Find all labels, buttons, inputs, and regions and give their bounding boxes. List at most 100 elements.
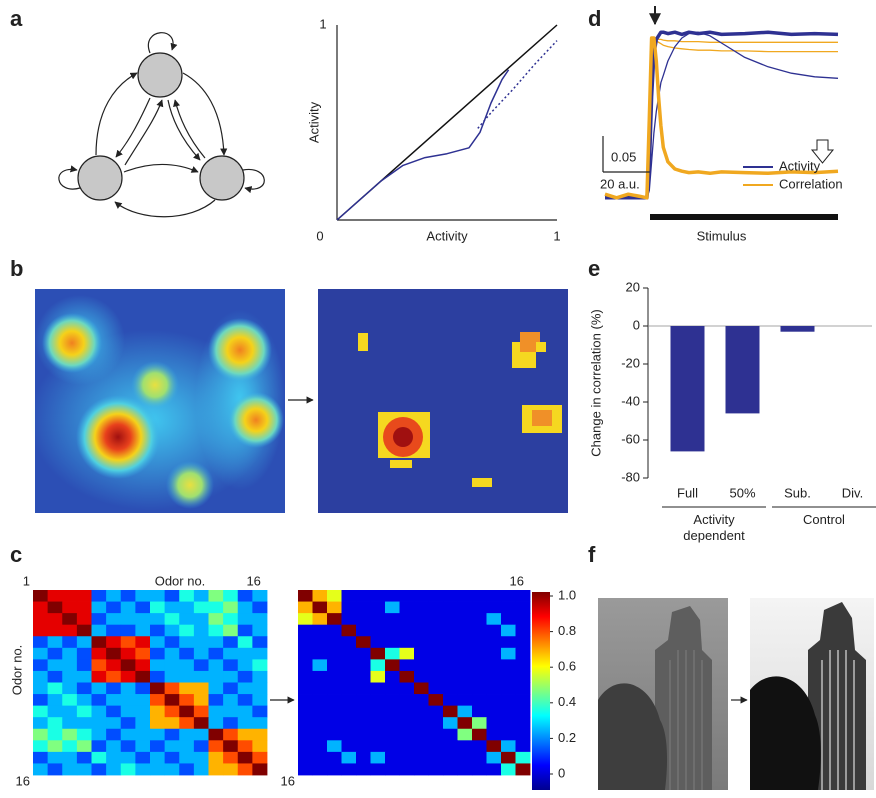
colorbar (532, 592, 550, 790)
heatmap-cell (501, 740, 516, 752)
heatmap-cell (92, 590, 107, 602)
heatmap-cell (179, 763, 194, 775)
heatmap-cell (121, 752, 136, 764)
heatmap-cell (135, 752, 150, 764)
heatmap-cell (62, 717, 77, 729)
heatmap-cell (92, 602, 107, 614)
heatmap-cell (135, 694, 150, 706)
heatmap-cell (429, 659, 444, 671)
heatmap-cell (121, 740, 136, 752)
heatmap-cell (385, 683, 400, 695)
heatmap-cell (487, 740, 502, 752)
heatmap-cell (62, 683, 77, 695)
heatmap-cell (106, 625, 121, 637)
heatmap-cell (252, 590, 267, 602)
y-axis-label: Change in correlation (%) (588, 309, 603, 456)
heatmap-cell (371, 740, 386, 752)
heatmap-cell (472, 752, 487, 764)
colorbar-tick-label: 0.8 (558, 623, 576, 638)
heatmap-cell (472, 590, 487, 602)
heatmap-cell (238, 706, 253, 718)
heatmap-cell (194, 694, 209, 706)
heatmap-cell (194, 590, 209, 602)
heatmap-cell (223, 602, 238, 614)
heatmap-cell (92, 763, 107, 775)
legend-label: Correlation (779, 176, 843, 191)
heatmap-cell (150, 729, 165, 741)
heatmap-cell (458, 636, 473, 648)
x-tick-label: Div. (842, 485, 863, 500)
heatmap-cell (223, 763, 238, 775)
heatmap-cell (179, 613, 194, 625)
heatmap-cell (385, 602, 400, 614)
heatmap-cell (48, 740, 63, 752)
heatmap-cell (209, 740, 224, 752)
heatmap-cell (298, 613, 313, 625)
heatmap-cell (209, 659, 224, 671)
heatmap-cell (135, 717, 150, 729)
heatmap-cell (327, 613, 342, 625)
heatmap-cell (106, 590, 121, 602)
heatmap-cell (106, 729, 121, 741)
heatmap-cell (121, 636, 136, 648)
heatmap-cell (400, 694, 415, 706)
heatmap-cell (77, 659, 92, 671)
heatmap-cell (135, 613, 150, 625)
heatmap-cell (106, 636, 121, 648)
heatmap-cell (209, 752, 224, 764)
heatmap-cell (33, 763, 48, 775)
heatmap-cell (501, 602, 516, 614)
heatmap-cell (385, 671, 400, 683)
bar (781, 326, 815, 332)
heatmap-cell (516, 717, 531, 729)
heatmap-cell (371, 625, 386, 637)
heatmap-cell (223, 729, 238, 741)
heatmap-cell (238, 752, 253, 764)
heatmap-cell (298, 717, 313, 729)
heatmap-cell (501, 590, 516, 602)
heatmap-cell (223, 694, 238, 706)
colorbar-tick-label: 0 (558, 765, 565, 780)
heatmap-cell (179, 602, 194, 614)
heatmap-cell (298, 590, 313, 602)
heatmap-cell (356, 590, 371, 602)
scale-bar-label: 0.05 (611, 149, 636, 164)
heatmap-cell (238, 590, 253, 602)
heatmap-cell (165, 694, 180, 706)
heatmap-cell (371, 613, 386, 625)
heatmap-cell (487, 683, 502, 695)
panel-label: d (588, 6, 601, 31)
heatmap-cell (342, 706, 357, 718)
heatmap-cell (165, 729, 180, 741)
heatmap-cell (313, 671, 328, 683)
heatmap-cell (342, 648, 357, 660)
heatmap-cell (150, 683, 165, 695)
heatmap-cell (77, 636, 92, 648)
heatmap-cell (150, 706, 165, 718)
heatmap-cell (33, 740, 48, 752)
heatmap-cell (342, 717, 357, 729)
heatmap-cell (179, 694, 194, 706)
figure: a b c d e f 011ActivityActivity11616Odor… (0, 0, 876, 798)
heatmap-cell (516, 763, 531, 775)
heatmap-cell (194, 763, 209, 775)
heatmap-cell (106, 613, 121, 625)
heatmap-cell (252, 740, 267, 752)
heatmap-cell (443, 729, 458, 741)
heatmap-cell (223, 752, 238, 764)
heatmap-cell (150, 648, 165, 660)
heatmap-cell (429, 625, 444, 637)
heatmap-cell (77, 590, 92, 602)
x-axis-label: Stimulus (697, 228, 747, 243)
heatmap-cell (223, 740, 238, 752)
heatmap-cell (77, 694, 92, 706)
heatmap-cell (313, 683, 328, 695)
heatmap-cell (472, 648, 487, 660)
heatmap-cell (501, 625, 516, 637)
x-axis-label: Odor no. (155, 573, 206, 588)
y-tick-label: 16 (16, 773, 30, 788)
heatmap-cell (179, 683, 194, 695)
heatmap-cell (487, 763, 502, 775)
heatmap-cell (443, 636, 458, 648)
heatmap-cell (429, 729, 444, 741)
